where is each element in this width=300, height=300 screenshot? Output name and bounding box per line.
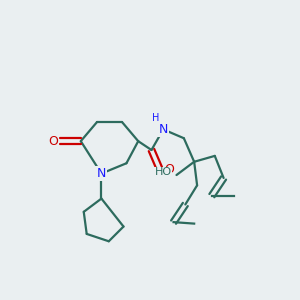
Text: O: O [48, 135, 58, 148]
Text: HO: HO [155, 167, 172, 177]
Text: O: O [164, 163, 174, 176]
Text: N: N [97, 167, 106, 180]
Text: H: H [152, 112, 160, 123]
Text: N: N [159, 123, 168, 136]
